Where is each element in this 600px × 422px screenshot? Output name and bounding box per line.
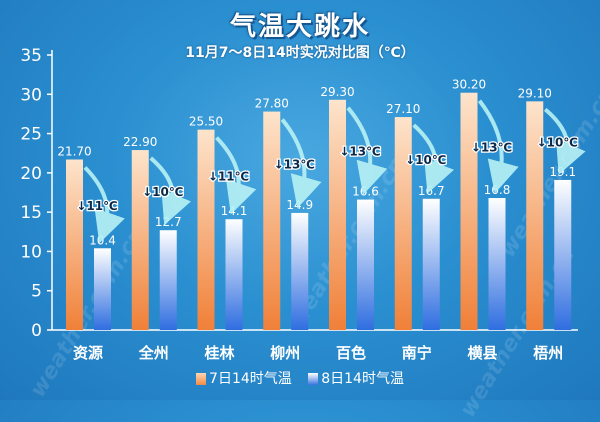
- x-tick-label: 资源: [73, 344, 103, 362]
- x-tick-label: 全州: [138, 344, 169, 362]
- bar-series1: [394, 117, 412, 330]
- data-label-series2: 14.9: [286, 198, 313, 212]
- data-label-series2: 19.1: [549, 165, 576, 179]
- bar-series2: [357, 199, 374, 330]
- data-label-series1: 25.50: [189, 115, 223, 129]
- y-tick-label: 15: [20, 203, 42, 223]
- bar-series2: [488, 198, 506, 330]
- drop-label: ↓11℃: [208, 169, 249, 183]
- bar-series1: [526, 101, 544, 330]
- y-tick-label: 35: [20, 46, 42, 66]
- chart-subtitle: 11月7～8日14时实况对比图（℃）: [185, 45, 415, 61]
- y-tick-label: 0: [31, 321, 42, 341]
- x-tick-label: 横县: [467, 344, 497, 362]
- data-label-series1: 27.10: [386, 102, 420, 116]
- data-label-series1: 30.20: [452, 78, 486, 92]
- data-label-series1: 27.80: [255, 97, 289, 111]
- legend: 7日14时气温 8日14时气温: [0, 368, 600, 388]
- y-tick-label: 30: [20, 85, 42, 105]
- bar-series1: [263, 111, 281, 330]
- legend-label-series2: 8日14时气温: [321, 371, 404, 387]
- x-tick-label: 柳州: [270, 344, 300, 362]
- data-label-series1: 21.70: [57, 145, 91, 159]
- drop-arrow: [149, 156, 192, 226]
- drop-arrow: [412, 123, 454, 194]
- drop-arrow: [215, 136, 257, 215]
- bar-series1: [66, 159, 83, 330]
- bar-series2: [554, 179, 572, 330]
- y-tick-label: 25: [20, 125, 42, 145]
- data-label-series2: 16.7: [418, 184, 445, 198]
- drop-arrow: [83, 166, 125, 244]
- bar-series2: [291, 212, 309, 330]
- legend-swatch-series2: [308, 373, 319, 385]
- drop-arrow: [346, 106, 388, 195]
- legend-item-series2: 8日14时气温: [308, 371, 404, 387]
- y-tick-label: 10: [20, 242, 42, 262]
- x-tick-label: 南宁: [402, 344, 432, 362]
- drop-label: ↓13℃: [339, 145, 380, 159]
- data-label-series2: 12.7: [155, 215, 182, 229]
- bar-series1: [460, 92, 478, 330]
- drop-label: ↓11℃: [76, 199, 117, 213]
- bar-series2: [225, 219, 243, 330]
- bar-series2: [159, 230, 177, 330]
- y-tick-label: 20: [20, 164, 42, 184]
- y-tick-label: 5: [31, 282, 42, 302]
- data-label-series2: 16.8: [484, 183, 511, 197]
- drop-arrow: [543, 107, 586, 175]
- drop-arrow: [280, 118, 322, 209]
- drop-label: ↓13℃: [274, 157, 315, 171]
- data-label-series2: 10.4: [89, 233, 116, 247]
- bar-series2: [94, 248, 111, 330]
- bar-series1: [197, 129, 215, 330]
- x-tick-label: 百色: [336, 344, 366, 362]
- legend-item-series1: 7日14时气温: [196, 371, 296, 387]
- bar-chart: 0 5 10 15 20 25 30 35 21.70 10.4 ↓11℃ 资源 22.90 12.7 ↓…: [20, 46, 586, 362]
- drop-label: ↓10℃: [405, 153, 446, 167]
- x-tick-label: 桂林: [203, 344, 235, 362]
- data-label-series2: 14.1: [221, 204, 248, 218]
- legend-label-series1: 7日14时气温: [209, 371, 292, 387]
- chart-title: 气温大跳水: [229, 12, 370, 42]
- data-label-series1: 22.90: [123, 135, 157, 149]
- drop-arrow: [477, 99, 519, 194]
- x-tick-label: 梧州: [533, 344, 563, 362]
- bar-series1: [329, 99, 346, 331]
- data-label-series1: 29.30: [320, 85, 354, 99]
- drop-label: ↓13℃: [471, 140, 512, 154]
- data-label-series1: 29.10: [518, 86, 552, 100]
- bar-series1: [131, 150, 149, 330]
- data-label-series2: 16.6: [352, 185, 379, 199]
- drop-label: ↓10℃: [537, 136, 578, 150]
- bar-series2: [422, 198, 440, 330]
- drop-label: ↓10℃: [142, 185, 183, 199]
- legend-swatch-series1: [196, 373, 207, 385]
